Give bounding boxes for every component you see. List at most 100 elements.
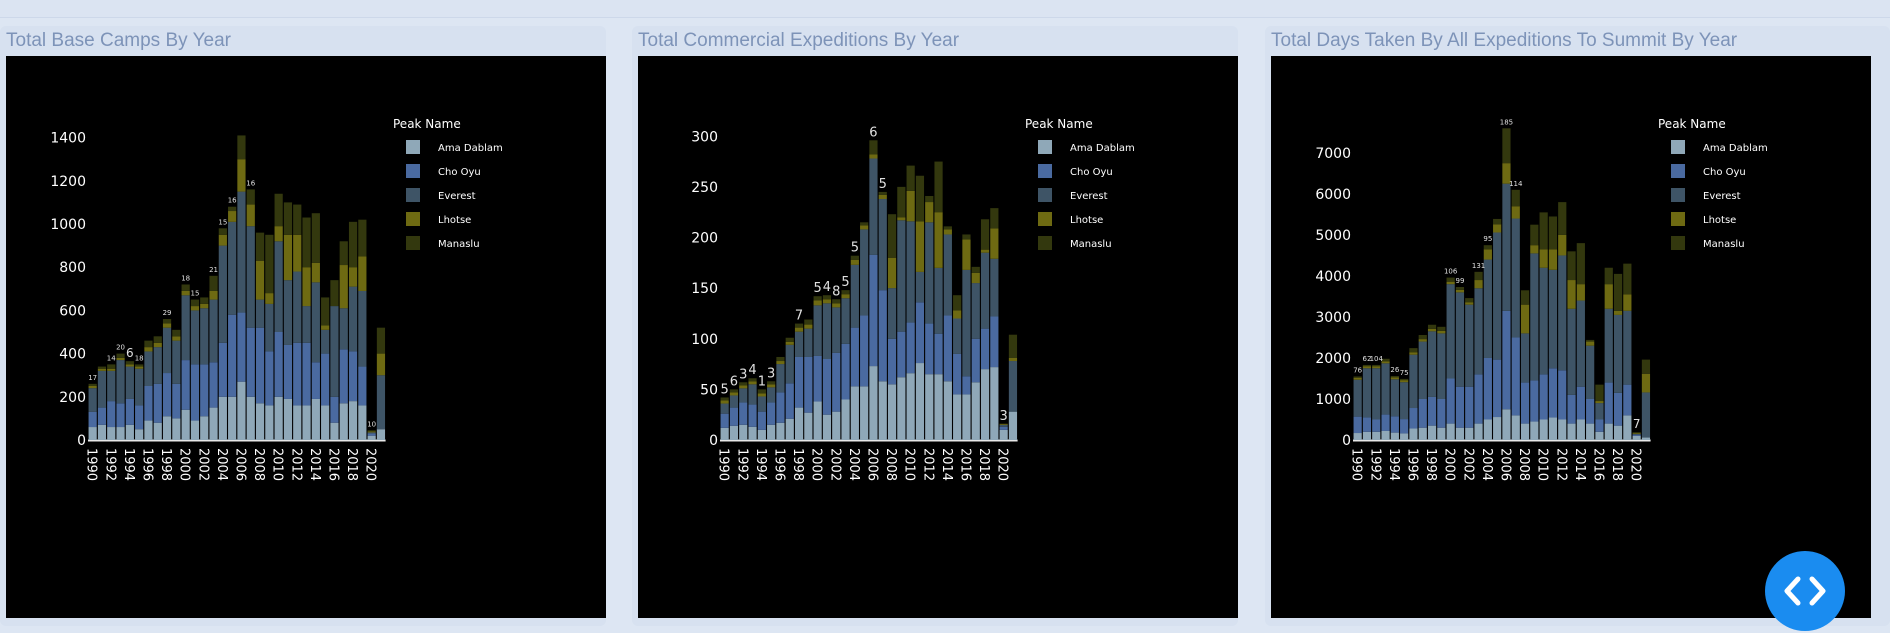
bar-segment[interactable]: [729, 395, 739, 408]
bar-segment[interactable]: [376, 375, 386, 430]
bar-segment[interactable]: [1381, 363, 1390, 415]
bar-segment[interactable]: [915, 271, 925, 303]
legend-label[interactable]: Cho Oyu: [438, 167, 481, 178]
bar-segment[interactable]: [1530, 253, 1539, 381]
bar-segment[interactable]: [144, 340, 153, 348]
bar-segment[interactable]: [1567, 280, 1576, 309]
bar-segment[interactable]: [1455, 427, 1465, 440]
bar-segment[interactable]: [739, 424, 748, 440]
bar-segment[interactable]: [274, 332, 283, 397]
bar-segment[interactable]: [850, 386, 859, 440]
bar-segment[interactable]: [897, 186, 906, 218]
bar-segment[interactable]: [943, 234, 952, 316]
bar-segment[interactable]: [1362, 431, 1372, 440]
chart-base-camps[interactable]: 0 200 400 600 800 1000 1200 1400 17 14 20 6 18 29 18 15…: [6, 56, 606, 618]
bar-segment[interactable]: [1381, 430, 1390, 440]
bar-segment[interactable]: [255, 299, 265, 328]
bar-segment[interactable]: [1381, 414, 1390, 431]
bar-segment[interactable]: [1427, 396, 1437, 426]
bar-segment[interactable]: [255, 327, 265, 404]
bar-segment[interactable]: [162, 416, 172, 440]
bar-segment[interactable]: [776, 422, 785, 440]
bar-segment[interactable]: [1427, 425, 1437, 440]
bar-segment[interactable]: [897, 217, 906, 221]
bar-segment[interactable]: [878, 290, 887, 382]
bar-segment[interactable]: [246, 396, 255, 440]
bar-segment[interactable]: [218, 245, 227, 343]
bar-segment[interactable]: [887, 338, 897, 385]
bar-segment[interactable]: [348, 221, 358, 268]
bar-segment[interactable]: [1502, 128, 1511, 164]
bar-segment[interactable]: [1400, 382, 1409, 420]
bar-segment[interactable]: [767, 384, 776, 388]
bar-segment[interactable]: [88, 386, 97, 389]
bar-segment[interactable]: [1604, 423, 1613, 440]
bar-segment[interactable]: [980, 328, 990, 370]
bar-segment[interactable]: [934, 212, 943, 268]
bar-segment[interactable]: [1511, 415, 1520, 440]
bar-segment[interactable]: [125, 398, 134, 425]
bar-segment[interactable]: [311, 282, 320, 363]
bar-segment[interactable]: [172, 383, 181, 419]
bar-segment[interactable]: [980, 252, 990, 329]
bar-segment[interactable]: [302, 217, 311, 268]
bar-segment[interactable]: [209, 362, 218, 408]
bar-segment[interactable]: [228, 206, 237, 212]
bar-segment[interactable]: [1362, 366, 1372, 369]
bar-segment[interactable]: [971, 266, 980, 273]
bar-segment[interactable]: [1632, 432, 1641, 434]
bar-segment[interactable]: [218, 396, 227, 440]
bar-segment[interactable]: [321, 353, 330, 406]
bar-segment[interactable]: [1446, 423, 1455, 440]
bar-segment[interactable]: [1502, 163, 1511, 184]
bar-segment[interactable]: [878, 199, 887, 291]
bar-segment[interactable]: [218, 228, 227, 235]
bar-segment[interactable]: [1474, 288, 1483, 375]
bar-segment[interactable]: [813, 355, 822, 402]
bar-segment[interactable]: [813, 305, 822, 356]
bar-segment[interactable]: [1465, 302, 1474, 305]
bar-segment[interactable]: [720, 397, 729, 401]
bar-segment[interactable]: [330, 306, 339, 397]
bar-segment[interactable]: [274, 226, 283, 242]
legend-label[interactable]: Ama Dablam: [1703, 143, 1768, 154]
bar-segment[interactable]: [1613, 310, 1623, 315]
bar-segment[interactable]: [97, 370, 107, 408]
bar-segment[interactable]: [293, 204, 302, 235]
bar-segment[interactable]: [358, 366, 367, 406]
bar-segment[interactable]: [107, 370, 116, 402]
bar-segment[interactable]: [832, 303, 841, 308]
bar-segment[interactable]: [943, 315, 952, 382]
legend-swatch[interactable]: [406, 164, 420, 178]
bar-segment[interactable]: [943, 381, 952, 440]
bar-segment[interactable]: [832, 352, 841, 412]
bar-segment[interactable]: [915, 302, 925, 364]
bar-segment[interactable]: [190, 299, 200, 307]
bar-segment[interactable]: [1576, 284, 1585, 301]
legend-swatch[interactable]: [1671, 164, 1685, 178]
bar-segment[interactable]: [218, 342, 227, 397]
bar-segment[interactable]: [153, 336, 162, 343]
bar-segment[interactable]: [321, 297, 330, 326]
bar-segment[interactable]: [228, 396, 237, 440]
bar-segment[interactable]: [804, 356, 813, 413]
bar-segment[interactable]: [97, 407, 107, 425]
bar-segment[interactable]: [116, 360, 125, 404]
bar-segment[interactable]: [330, 280, 339, 307]
bar-segment[interactable]: [822, 414, 832, 440]
bar-segment[interactable]: [358, 405, 367, 440]
bar-segment[interactable]: [934, 374, 943, 440]
bar-segment[interactable]: [181, 284, 190, 291]
bar-segment[interactable]: [1511, 337, 1520, 416]
legend-swatch[interactable]: [406, 236, 420, 250]
bar-segment[interactable]: [999, 429, 1008, 440]
bar-segment[interactable]: [822, 359, 832, 415]
bar-segment[interactable]: [293, 234, 302, 272]
bar-segment[interactable]: [990, 258, 999, 317]
bar-segment[interactable]: [1567, 308, 1576, 395]
bar-segment[interactable]: [925, 323, 934, 375]
bar-segment[interactable]: [953, 310, 962, 319]
bar-segment[interactable]: [1400, 380, 1409, 383]
bar-segment[interactable]: [1409, 348, 1418, 353]
bar-segment[interactable]: [1465, 386, 1474, 428]
